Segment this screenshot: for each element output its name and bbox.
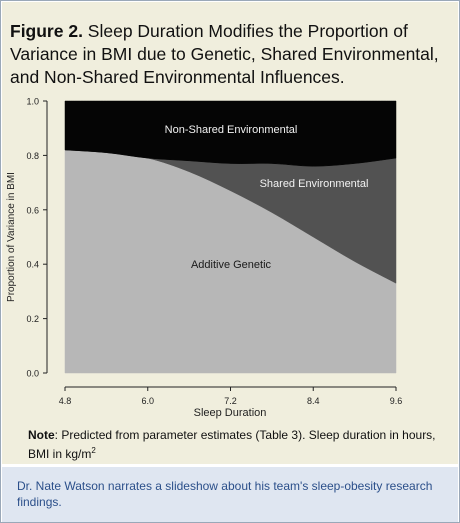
x-tick-label: 4.8 [59,396,72,406]
x-tick-label: 7.2 [224,396,237,406]
note-label: Note [28,428,55,442]
y-tick-label: 1.0 [26,97,39,107]
series-label-shared-environmental: Shared Environmental [260,178,369,190]
y-tick-label: 0.2 [26,314,39,324]
series-label-additive-genetic: Additive Genetic [191,259,272,271]
chart-note: Note: Predicted from parameter estimates… [28,428,448,462]
y-tick-label: 0.0 [26,369,39,379]
area-layers [64,100,397,374]
y-tick-label: 0.8 [26,151,39,161]
stacked-area-chart: Additive Genetic Shared Environmental Non-… [6,97,402,420]
y-tick-label: 0.4 [26,260,39,270]
y-tick-label: 0.6 [26,205,39,215]
x-tick-label: 6.0 [141,396,154,406]
axes: 0.0 0.2 0.4 0.6 0.8 1.0 4.8 6.0 7.2 8.4 9.6 Sleep D… [6,97,402,420]
slideshow-caption: Dr. Nate Watson narrates a slideshow abo… [17,479,433,509]
figure-title: Figure 2. Sleep Duration Modifies the Pr… [10,20,456,89]
figure-label: Figure 2. [10,21,83,41]
x-axis-title: Sleep Duration [194,407,267,419]
caption-panel: Dr. Nate Watson narrates a slideshow abo… [2,467,458,522]
area-non-shared-environmental [64,100,397,167]
figure-title-text: Sleep Duration Modifies the Proportion o… [10,21,439,87]
series-labels: Additive Genetic Shared Environmental Non-… [165,124,369,271]
y-axis-title: Proportion of Variance in BMI [6,172,17,302]
series-label-non-shared-environmental: Non-Shared Environmental [165,124,298,136]
note-superscript: 2 [91,446,96,455]
x-tick-label: 9.6 [390,396,403,406]
x-tick-label: 8.4 [307,396,320,406]
note-text: : Predicted from parameter estimates (Ta… [28,428,436,461]
figure-panel: Figure 2. Sleep Duration Modifies the Pr… [2,2,458,464]
